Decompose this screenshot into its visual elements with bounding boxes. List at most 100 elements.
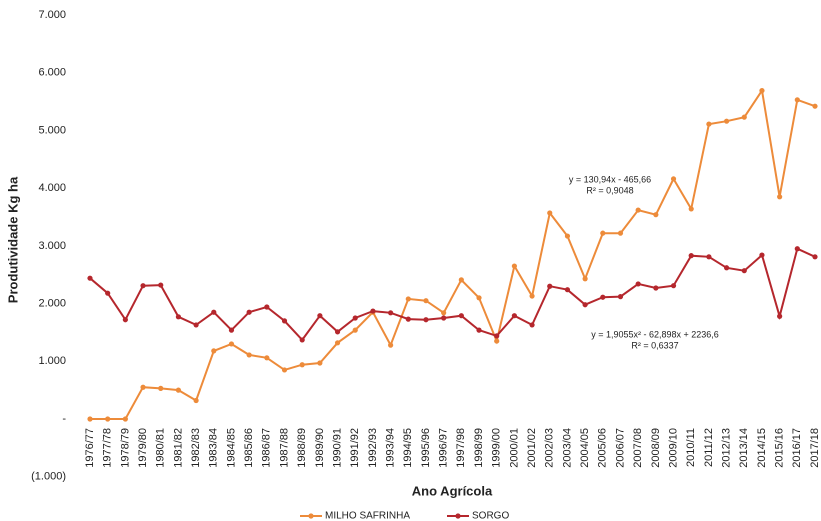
point <box>175 314 182 320</box>
x-tick-label: 2013/14 <box>738 428 750 468</box>
point <box>246 352 252 358</box>
x-tick-label: 1988/89 <box>296 428 308 468</box>
point <box>317 360 323 366</box>
point <box>87 416 93 422</box>
x-tick-label: 1990/91 <box>331 428 343 468</box>
y-tick-label: - <box>62 413 66 425</box>
point <box>370 308 376 314</box>
point <box>547 283 553 289</box>
point <box>723 118 730 124</box>
x-tick-label: 1994/95 <box>402 428 414 468</box>
point <box>158 385 164 391</box>
point <box>193 397 199 404</box>
x-tick-label: 2006/07 <box>614 428 626 468</box>
x-tick-label: 2002/03 <box>544 428 556 468</box>
annotation: y = 1,9055x² - 62,898x + 2236,6 <box>591 329 719 339</box>
point <box>529 322 535 328</box>
x-tick-label: 1976/77 <box>84 428 96 468</box>
point <box>458 277 464 283</box>
point <box>706 121 712 127</box>
x-tick-label: 2001/02 <box>526 428 538 468</box>
y-tick-label: 7.000 <box>38 9 66 21</box>
point <box>635 281 641 287</box>
point <box>653 285 659 291</box>
point <box>105 416 111 422</box>
point <box>723 265 730 271</box>
x-tick-label: 1999/00 <box>491 428 503 468</box>
point <box>494 338 500 344</box>
legend-label: MILHO SAFRINHA <box>325 511 410 521</box>
point <box>299 337 305 343</box>
x-tick-label: 2012/13 <box>720 428 732 468</box>
x-tick-label: 1983/84 <box>208 428 220 468</box>
point <box>617 294 624 300</box>
point <box>423 298 429 304</box>
y-tick-label: (1.000) <box>31 471 66 483</box>
x-tick-label: 2007/08 <box>632 428 644 468</box>
y-tick-label: 6.000 <box>38 67 66 79</box>
point <box>140 384 146 390</box>
x-tick-label: 2014/15 <box>756 428 768 468</box>
x-tick-label: 1977/78 <box>102 428 114 468</box>
point <box>281 318 288 324</box>
x-tick-label: 1980/81 <box>155 428 167 468</box>
point <box>511 313 517 319</box>
point <box>812 254 818 260</box>
x-tick-label: 1991/92 <box>349 428 361 468</box>
y-tick-label: 2.000 <box>38 297 66 309</box>
point <box>388 342 394 348</box>
y-tick-label: 4.000 <box>38 182 66 194</box>
point <box>388 310 394 316</box>
x-tick-label: 2016/17 <box>791 428 803 468</box>
series-line <box>89 247 816 342</box>
legend-label: SORGO <box>472 511 509 521</box>
point <box>122 416 128 422</box>
point <box>228 341 235 347</box>
point <box>458 313 464 319</box>
point <box>706 254 712 260</box>
y-axis-title: Produtividade Kg ha <box>5 176 20 303</box>
point <box>600 294 606 300</box>
x-tick-label: 1989/90 <box>314 428 326 468</box>
point <box>140 283 146 289</box>
point <box>564 287 571 293</box>
point <box>441 310 447 316</box>
point <box>352 315 358 321</box>
point <box>317 313 323 319</box>
point <box>264 355 270 361</box>
x-tick-label: 2008/09 <box>650 428 662 468</box>
x-tick-label: 2004/05 <box>579 428 591 468</box>
point <box>741 114 747 120</box>
point <box>670 283 677 289</box>
point <box>405 296 411 302</box>
point <box>794 246 800 252</box>
point <box>759 252 765 258</box>
x-tick-label: 1982/83 <box>190 428 202 468</box>
point <box>405 316 411 322</box>
point <box>193 322 199 328</box>
x-tick-label: 2010/11 <box>685 428 697 467</box>
point <box>334 340 341 346</box>
point <box>211 309 217 315</box>
point <box>653 212 659 218</box>
annotation: y = 130,94x - 465,66 <box>569 174 651 184</box>
x-tick-label: 1996/97 <box>438 428 450 468</box>
x-tick-label: 1978/79 <box>119 428 131 468</box>
point <box>582 276 588 282</box>
series-line <box>90 87 816 420</box>
x-tick-label: 1987/88 <box>278 428 290 468</box>
point <box>476 327 482 333</box>
point <box>264 304 270 310</box>
point <box>777 194 783 200</box>
point <box>688 253 694 259</box>
point <box>281 367 288 373</box>
legend-marker <box>308 513 314 519</box>
point <box>476 295 482 301</box>
point <box>600 230 606 236</box>
x-tick-label: 1985/86 <box>243 428 255 468</box>
point <box>122 317 128 323</box>
point <box>759 88 765 94</box>
point <box>228 327 235 333</box>
x-tick-label: 1981/82 <box>172 428 184 468</box>
point <box>494 333 500 339</box>
